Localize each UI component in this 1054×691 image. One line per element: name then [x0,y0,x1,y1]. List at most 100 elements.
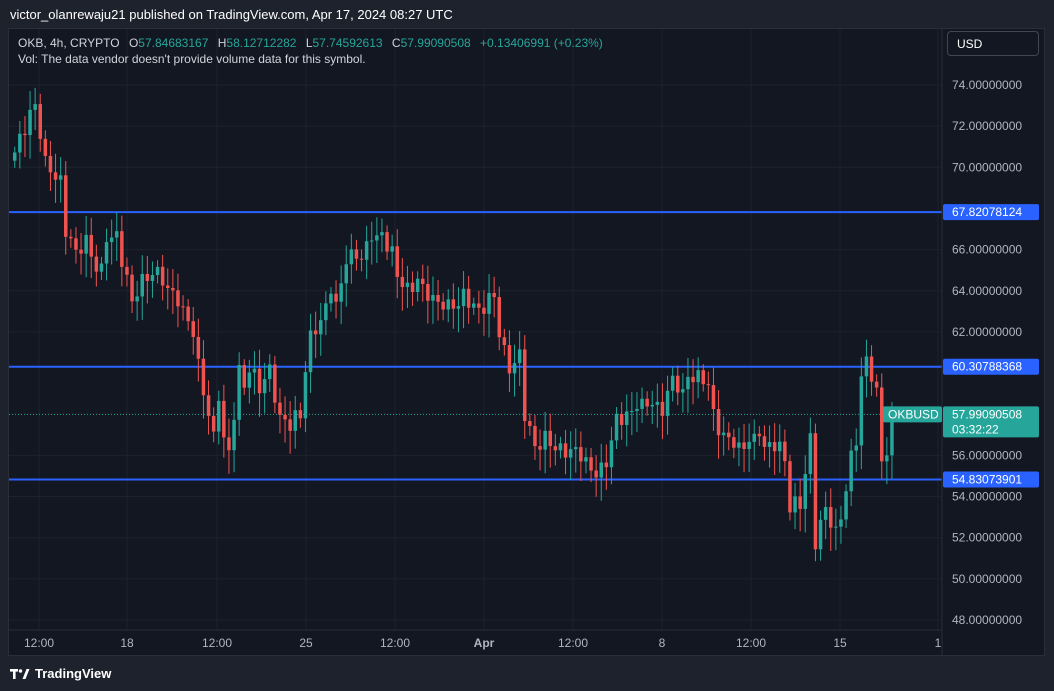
candle-body [268,364,272,380]
candle [58,157,63,203]
candle [150,261,155,298]
candle [466,275,471,324]
candle-body [104,242,109,264]
candle-body [308,330,313,373]
candle [339,265,343,325]
tradingview-brand[interactable]: TradingView [10,666,111,681]
candle [13,146,17,168]
candle-body [696,370,700,383]
candle-body [441,301,445,310]
candle [288,401,292,454]
candle [48,140,53,191]
candle-body [58,175,63,180]
candle [227,418,231,474]
chart-frame[interactable] [8,28,1045,656]
y-tick-label: 66.00000000 [952,243,1022,257]
candle [415,271,420,302]
y-tick-label: 48.00000000 [952,613,1022,627]
candle [778,424,782,473]
candle [625,394,629,447]
candle-body [166,285,170,288]
candle [798,478,802,532]
candle-body [99,263,104,272]
publish-info: victor_olanrewaju21 published on Trading… [0,0,1054,30]
candle-body [614,413,619,441]
candle-body [319,320,323,335]
y-tick-label: 72.00000000 [952,119,1022,133]
candle-body [145,273,150,281]
candle-body [869,356,874,382]
price-axis[interactable]: 74.00000000 72.00000000 70.00000000 66.0000… [952,78,1022,627]
candle-body [426,284,430,301]
candle [176,273,180,328]
candle [630,392,634,436]
candle [431,276,435,324]
candle-body [676,375,680,393]
candle-body [492,293,496,298]
candle-body [94,256,99,272]
candle-body [670,375,675,391]
candle [594,455,598,497]
candle-body [706,384,711,386]
candle-body [574,447,578,450]
footer: TradingView [0,657,1054,691]
candle-body [364,241,369,260]
candle-body [339,283,343,302]
tradingview-wordmark: TradingView [35,666,112,681]
candle [686,357,690,413]
candle [23,116,27,158]
x-tick-label: 12:00 [24,636,54,650]
candle [701,364,705,392]
candle [568,431,573,481]
candle [145,255,150,304]
candle [390,234,394,267]
candle-body [604,462,609,468]
candle [507,330,512,392]
candle-body [150,275,155,281]
candle [793,483,797,530]
candle-body [125,266,129,275]
candle [410,271,415,306]
candle-body [227,437,231,451]
candle-body [130,274,134,302]
volume-note: Vol: The data vendor doesn't provide vol… [18,52,366,66]
candle [487,274,491,338]
candle-body [538,446,542,450]
candle-body [211,415,216,432]
candle [589,447,593,483]
tradingview-logo-icon [10,668,30,679]
candle [716,390,721,459]
legend-change: +0.13406991 (+0.23%) [480,36,603,50]
candle-body [839,519,843,527]
candle [115,212,119,261]
candle-body [115,231,119,238]
candle [864,339,869,398]
candle [472,297,476,316]
legend-high-label: H [217,36,227,50]
candle [303,361,308,433]
candle [451,283,456,329]
candle-body [507,345,512,374]
candle [859,357,864,470]
time-axis[interactable]: 12:00 18 12:00 25 12:00 Apr 12:00 8 12:00 15 1 [24,636,942,650]
y-tick-label: 64.00000000 [952,284,1022,298]
candle-body [217,400,221,432]
candle-body [553,446,558,451]
candle-body [645,398,649,407]
candle [665,375,670,435]
candle [319,302,323,356]
currency-button[interactable]: USD [947,31,1039,56]
candle-body [313,330,318,335]
x-tick-label: 18 [120,636,134,650]
candle [329,287,333,312]
candle [558,436,563,459]
candle [94,244,99,287]
candle-body [349,249,354,265]
candle-body [400,276,405,288]
candle-body [278,402,282,415]
candle [140,255,144,320]
y-tick-label: 56.00000000 [952,448,1022,462]
candle-body [548,430,552,447]
candle-body [354,249,359,259]
